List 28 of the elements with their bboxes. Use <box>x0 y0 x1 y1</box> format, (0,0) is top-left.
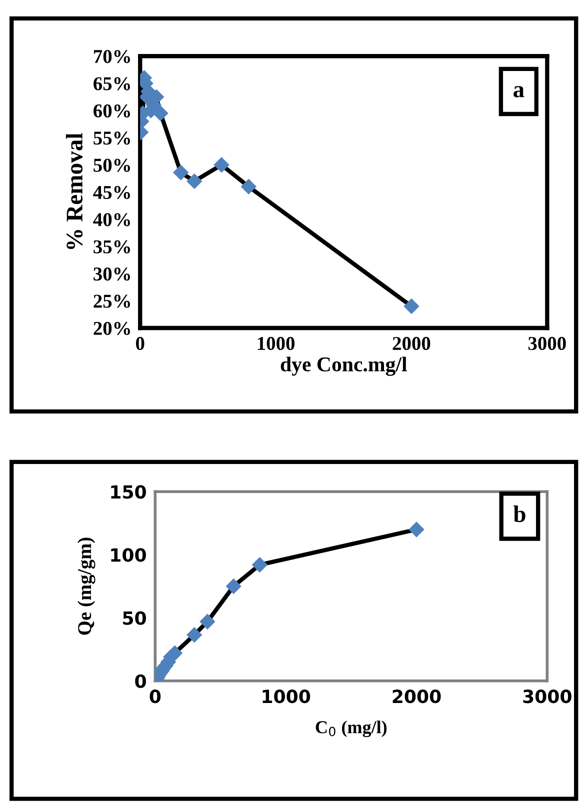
y-tick-label: 20% <box>94 322 130 336</box>
y-tick-label: 30% <box>94 267 130 281</box>
y-tick-label: 50 <box>123 611 146 625</box>
annotation: a <box>514 86 524 98</box>
y-tick-label: 100 <box>111 548 146 562</box>
y-tick-label: 0 <box>135 674 146 688</box>
y-tick-label: 25% <box>94 294 130 308</box>
x-tick-label: 0 <box>150 690 161 704</box>
y-tick-label: 55% <box>94 132 130 145</box>
x-axis-title: dye Conc.mg/l <box>280 356 407 376</box>
y-tick-label: 40% <box>93 213 130 226</box>
y-tick-label: 60% <box>94 104 130 118</box>
y-tick-label: 50% <box>94 158 130 172</box>
x-axis-title: C$_{0}$ (mg/l) <box>316 720 387 738</box>
y-axis-title: % Removal <box>66 133 83 250</box>
x-tick-label: 3000 <box>523 690 572 704</box>
y-tick-label: 45% <box>93 186 130 200</box>
x-tick-label: 3000 <box>528 336 566 350</box>
y-tick-label: 150 <box>111 485 146 499</box>
y-tick-label: 35% <box>94 240 130 254</box>
x-tick-label: 2000 <box>392 336 430 350</box>
x-tick-label: 1000 <box>258 336 294 350</box>
y-tick-label: 70% <box>94 50 130 64</box>
x-tick-label: 2000 <box>392 690 441 704</box>
y-axis-title: Qe (mg/gm) <box>77 538 96 635</box>
x-tick-label: 1000 <box>262 690 310 704</box>
annotation: b <box>513 506 526 522</box>
y-tick-label: 65% <box>94 77 130 90</box>
